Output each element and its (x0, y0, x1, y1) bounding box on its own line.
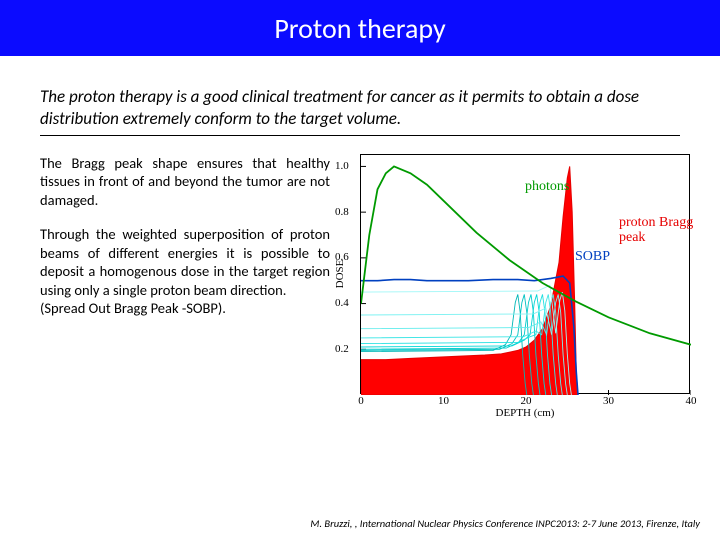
dose-depth-chart: DEPTH (cm) 0.20.40.60.81.0010203040photo… (360, 154, 690, 394)
y-tick: 0.8 (335, 206, 349, 218)
y-tick: 1.0 (335, 160, 349, 172)
y-tick: 0.4 (335, 297, 349, 309)
x-tick: 20 (521, 395, 532, 407)
slide-title: Proton therapy (274, 11, 445, 46)
y-tick: 0.6 (335, 251, 349, 263)
chart-column: DOSE DEPTH (cm) 0.20.40.60.81.0010203040… (344, 154, 690, 394)
slide-header: Proton therapy (0, 0, 720, 56)
paragraph-sobp: Through the weighted superposition of pr… (40, 225, 330, 318)
intro-paragraph: The proton therapy is a good clinical tr… (40, 86, 680, 136)
y-axis-label: DOSE (334, 259, 346, 288)
x-tick: 10 (438, 395, 449, 407)
content-row: The Bragg peak shape ensures that health… (40, 154, 690, 394)
text-column: The Bragg peak shape ensures that health… (40, 154, 344, 394)
paragraph-bragg: The Bragg peak shape ensures that health… (40, 154, 330, 210)
x-tick: 0 (358, 395, 364, 407)
x-tick: 30 (603, 395, 614, 407)
y-tick: 0.2 (335, 343, 349, 355)
chart-label-sobp: SOBP (575, 249, 610, 264)
x-tick: 40 (686, 395, 697, 407)
x-axis-label: DEPTH (cm) (496, 407, 555, 419)
slide-footer: M. Bruzzi, , International Nuclear Physi… (310, 517, 700, 530)
chart-label-bragg: proton Bragg peak (619, 215, 693, 246)
chart-label-photons: photons (525, 179, 569, 194)
